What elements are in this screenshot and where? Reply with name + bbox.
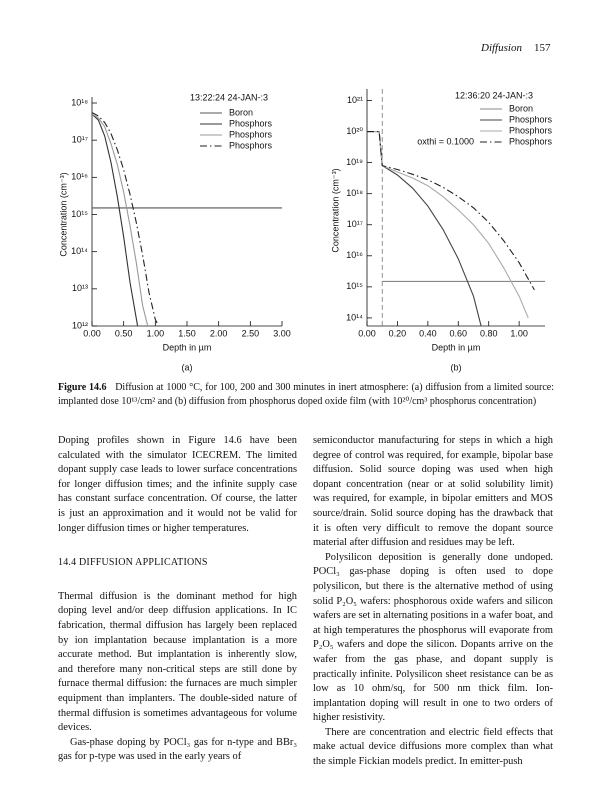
y-tick-label: 10¹⁶ xyxy=(71,172,88,182)
legend-label: Phosphors xyxy=(509,125,553,135)
legend-label: Boron xyxy=(229,107,253,117)
y-tick-label: 10¹⁵ xyxy=(71,209,88,219)
y-tick-label: 10¹⁷ xyxy=(72,135,88,145)
legend-label: Phosphors xyxy=(229,140,273,150)
profile-line xyxy=(91,113,139,327)
y-tick-label: 10¹⁸ xyxy=(346,188,363,198)
legend-label: Phosphors xyxy=(229,129,273,139)
caption-text: Diffusion at 1000 °C, for 100, 200 and 3… xyxy=(58,382,554,407)
profile-line xyxy=(91,112,159,327)
x-tick-label: 0.40 xyxy=(419,328,437,338)
paragraph: Gas-phase doping by POCl₃ gas for n-type… xyxy=(58,736,297,763)
figure: 10¹² 10¹³ 10¹⁴ 10¹⁵ 10¹⁶ 10¹⁷ 10¹⁸ 0.00 0.50 1.00… xyxy=(58,89,553,372)
x-tick-label: 0.80 xyxy=(480,328,498,338)
profile-line xyxy=(367,130,482,327)
profile-line xyxy=(367,130,535,291)
x-tick-label: 3.00 xyxy=(273,328,291,338)
x-tick-label: 0.00 xyxy=(358,328,376,338)
y-tick-label: 10²⁰ xyxy=(346,126,363,136)
paragraph: Polysilicon deposition is generally done… xyxy=(313,551,553,724)
x-tick-label: 0.60 xyxy=(450,328,468,338)
y-tick-label: 10¹⁷ xyxy=(347,219,363,229)
caption: Figure 14.6 Diffusion at 1000 °C, for 10… xyxy=(58,381,554,409)
y-tick-label: 10¹⁴ xyxy=(346,312,363,322)
x-axis-label: Depth in µm xyxy=(432,342,481,352)
y-tick-label: 10¹⁵ xyxy=(346,281,363,291)
x-tick-label: 0.00 xyxy=(83,328,101,338)
y-axis-label: Concentration (cm⁻³) xyxy=(58,172,68,256)
paragraph: There are concentration and electric fie… xyxy=(313,726,553,768)
legend-label: Phosphors xyxy=(229,118,273,128)
panel-label: (b) xyxy=(451,362,462,372)
legend-label: Boron xyxy=(509,103,533,113)
y-tick-label: 10¹⁹ xyxy=(346,157,363,167)
y-axis-label: Concentration (cm⁻³) xyxy=(330,168,340,252)
x-tick-label: 0.50 xyxy=(115,328,133,338)
x-tick-label: 1.50 xyxy=(178,328,196,338)
y-tick-label: 10²¹ xyxy=(347,95,363,105)
text-column: semiconductor manufacturing for steps in… xyxy=(313,434,553,770)
y-tick-label: 10¹⁶ xyxy=(346,250,363,260)
panel-label: (a) xyxy=(182,362,193,372)
page-number: 157 xyxy=(534,42,551,54)
x-tick-label: 1.00 xyxy=(510,328,528,338)
x-tick-label: 1.00 xyxy=(147,328,165,338)
paragraph: semiconductor manufacturing for steps in… xyxy=(313,435,553,549)
legend-label: Phosphors xyxy=(509,136,553,146)
y-tick-label: 10¹⁸ xyxy=(71,97,88,107)
y-tick-label: 10¹² xyxy=(72,320,88,330)
caption-label: Figure 14.6 xyxy=(58,382,107,393)
timestamp: 12:36:20 24-JAN-:3 xyxy=(455,90,533,100)
y-tick-label: 10¹⁴ xyxy=(71,246,88,256)
x-tick-label: 0.20 xyxy=(389,328,407,338)
running-head: Diffusion xyxy=(481,42,522,54)
text-column: Doping profiles shown in Figure 14.6 hav… xyxy=(58,434,297,765)
legend-label: Phosphors xyxy=(509,114,553,124)
x-axis-label: Depth in µm xyxy=(163,342,212,352)
annotation: oxthi = 0.1000 xyxy=(417,136,474,146)
y-tick-label: 10¹³ xyxy=(72,283,88,293)
timestamp: 13:22:24 24-JAN-:3 xyxy=(190,92,268,102)
profile-line xyxy=(91,113,149,327)
profile-line xyxy=(367,130,529,319)
x-tick-label: 2.50 xyxy=(242,328,260,338)
x-tick-label: 2.00 xyxy=(210,328,228,338)
section-heading: 14.4 DIFFUSION APPLICATIONS xyxy=(58,557,208,569)
paragraph: Thermal diffusion is the dominant method… xyxy=(58,590,297,734)
paragraph: Doping profiles shown in Figure 14.6 hav… xyxy=(58,435,297,534)
